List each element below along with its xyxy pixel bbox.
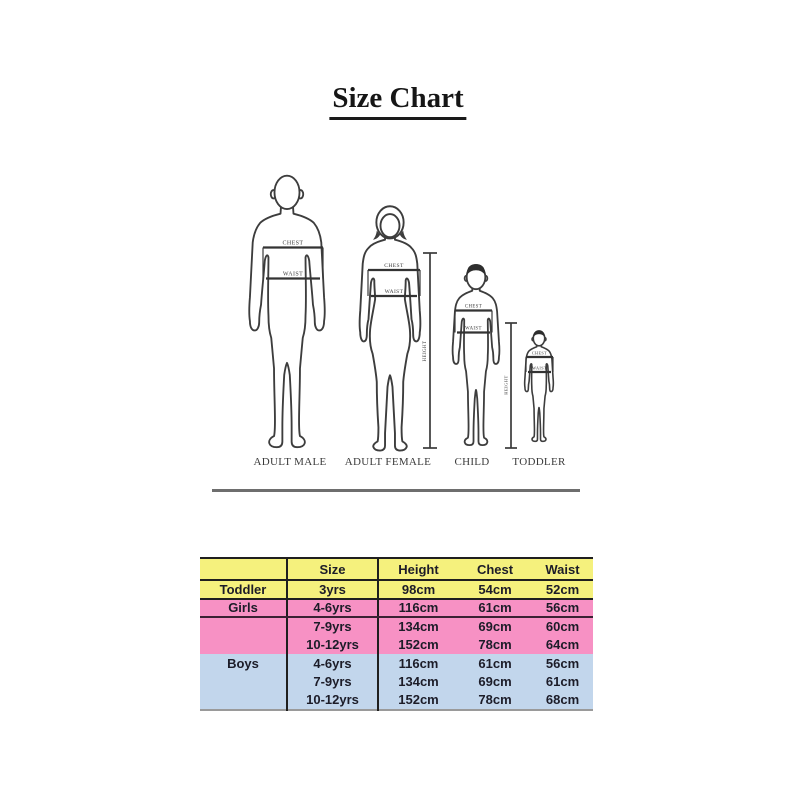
waist-cell: 56cm	[532, 654, 593, 673]
header-waist: Waist	[532, 558, 593, 581]
waist-label: WAIST	[532, 366, 547, 371]
waist-label: WAIST	[385, 289, 404, 295]
header-size: Size	[287, 558, 379, 581]
waist-label: WAIST	[465, 327, 482, 332]
size-cell: 10-12yrs	[287, 635, 379, 654]
toddler-measure-box: CHEST WAIST	[525, 351, 554, 374]
adult-female-figure	[358, 205, 422, 452]
size-cell: 4-6yrs	[287, 654, 379, 673]
header-chest: Chest	[458, 558, 532, 581]
chest-label: CHEST	[532, 351, 547, 356]
table-row-boys-2: 7-9yrs 134cm 69cm 61cm	[200, 672, 593, 691]
height-label: HEIGHT	[423, 340, 428, 361]
chest-cell: 78cm	[458, 691, 532, 710]
child-height-line: HEIGHT	[423, 252, 437, 449]
group-cell: Boys	[200, 654, 288, 673]
table-header-row: Size Height Chest Waist	[200, 558, 593, 581]
table-row-girls-1: Girls 4-6yrs 116cm 61cm 56cm	[200, 598, 593, 618]
height-cell: 98cm	[378, 580, 458, 600]
chest-cell: 78cm	[458, 635, 532, 654]
table-row-boys-3: 10-12yrs 152cm 78cm 68cm	[200, 691, 593, 710]
size-cell: 4-6yrs	[287, 598, 379, 618]
size-table: Size Height Chest Waist Toddler 3yrs 98c…	[200, 557, 593, 711]
height-cell: 116cm	[378, 598, 458, 618]
page-title: Size Chart	[329, 82, 467, 120]
chest-label: CHEST	[384, 263, 404, 269]
toddler-caption: TODDLER	[512, 456, 566, 468]
group-cell: Toddler	[200, 580, 288, 600]
waist-cell: 64cm	[532, 635, 593, 654]
chest-label: CHEST	[282, 241, 303, 247]
waist-cell: 61cm	[532, 672, 593, 691]
table-row-boys-1: Boys 4-6yrs 116cm 61cm 56cm	[200, 654, 593, 673]
adult-female-measure-box: CHEST WAIST	[367, 263, 421, 298]
chest-cell: 61cm	[458, 598, 532, 618]
group-cell: Girls	[200, 598, 288, 618]
header-height: Height	[378, 558, 458, 581]
adult-male-figure	[248, 174, 326, 449]
group-cell	[200, 691, 288, 710]
waist-cell: 68cm	[532, 691, 593, 710]
height-label: HEIGHT	[504, 375, 509, 395]
height-cell: 134cm	[378, 672, 458, 691]
horizontal-divider	[212, 489, 580, 492]
table-row-toddler: Toddler 3yrs 98cm 54cm 52cm	[200, 580, 593, 600]
waist-label: WAIST	[283, 272, 303, 278]
size-cell: 3yrs	[287, 580, 379, 600]
child-figure	[451, 263, 501, 447]
waist-cell: 52cm	[532, 580, 593, 600]
table-row-girls-3: 10-12yrs 152cm 78cm 64cm	[200, 635, 593, 654]
group-cell	[200, 635, 288, 654]
chest-cell: 61cm	[458, 654, 532, 673]
adult-female-caption: ADULT FEMALE	[344, 456, 432, 468]
waist-cell: 56cm	[532, 598, 593, 618]
chest-cell: 69cm	[458, 672, 532, 691]
size-cell: 10-12yrs	[287, 691, 379, 710]
size-cell: 7-9yrs	[287, 672, 379, 691]
chest-cell: 54cm	[458, 580, 532, 600]
waist-cell: 60cm	[532, 617, 593, 636]
child-measure-box: CHEST WAIST	[454, 305, 493, 334]
toddler-figure	[523, 329, 555, 443]
height-cell: 152cm	[378, 635, 458, 654]
child-caption: CHILD	[454, 456, 490, 468]
toddler-height-line: HEIGHT	[504, 322, 517, 449]
chest-cell: 69cm	[458, 617, 532, 636]
height-cell: 152cm	[378, 691, 458, 710]
group-cell	[200, 617, 288, 636]
size-cell: 7-9yrs	[287, 617, 379, 636]
adult-male-measure-box: CHEST WAIST	[262, 241, 324, 280]
adult-male-caption: ADULT MALE	[253, 456, 327, 468]
figures-diagram: CHEST WAIST CHEST WAIST CHEST WAIST CHES…	[248, 174, 555, 452]
table-row-girls-2: 7-9yrs 134cm 69cm 60cm	[200, 617, 593, 636]
height-cell: 134cm	[378, 617, 458, 636]
chest-label: CHEST	[465, 305, 482, 310]
header-group	[200, 558, 288, 581]
height-cell: 116cm	[378, 654, 458, 673]
group-cell	[200, 672, 288, 691]
